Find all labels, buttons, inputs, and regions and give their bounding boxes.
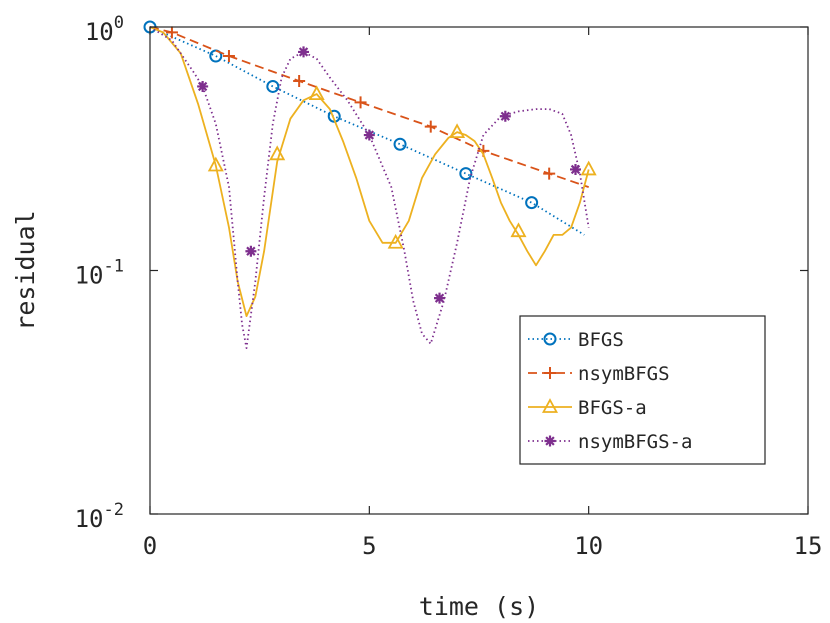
- legend-marker-BFGS: [543, 332, 557, 346]
- data-point-BFGS-2: [266, 79, 280, 93]
- x-tick-label-3: 15: [794, 532, 823, 560]
- data-point-nsymBFGS-a-4: [434, 292, 446, 304]
- legend-marker-nsymBFGS: [544, 367, 556, 379]
- data-point-nsymBFGS-2-shape: [293, 75, 306, 88]
- x-tick-label-2: 10: [574, 532, 603, 560]
- y-tick-label-base-0: 10: [85, 18, 114, 46]
- data-point-BFGS-5: [459, 167, 473, 181]
- series-BFGS-a: [149, 26, 597, 318]
- x-axis-label: time (s): [419, 592, 539, 621]
- series-layer: [143, 20, 597, 350]
- y-tick-label-1: 10-1: [75, 257, 124, 290]
- data-point-nsymBFGS-a-5-shape: [499, 110, 511, 122]
- series-nsymBFGS-a: [149, 26, 590, 350]
- data-point-BFGS-a-1: [269, 145, 286, 161]
- data-point-nsymBFGS-a-2: [298, 46, 310, 58]
- legend-label-nsymBFGS-a: nsymBFGS-a: [578, 431, 692, 453]
- data-point-nsymBFGS-1: [222, 50, 235, 63]
- legend: BFGS nsymBFGS BFGS-a nsymBFGS-a: [519, 315, 766, 465]
- legend-item-BFGS-a: BFGS-a: [528, 397, 647, 419]
- data-point-BFGS-a-0-shape: [207, 156, 224, 172]
- legend-marker-BFGS-shape: [543, 332, 557, 346]
- data-point-nsymBFGS-a-3: [363, 129, 375, 141]
- data-point-nsymBFGS-0-shape: [165, 26, 178, 39]
- data-point-nsymBFGS-0: [165, 26, 178, 39]
- y-tick-label-2: 10-2: [75, 500, 124, 533]
- legend-item-nsymBFGS: nsymBFGS: [528, 363, 670, 385]
- data-point-nsymBFGS-a-3-shape: [363, 129, 375, 141]
- data-point-BFGS-5-shape: [459, 167, 473, 181]
- data-point-nsymBFGS-1-shape: [222, 50, 235, 63]
- data-point-nsymBFGS-a-6-shape: [570, 163, 582, 175]
- data-point-nsymBFGS-4-shape: [424, 120, 437, 133]
- data-point-nsymBFGS-a-0: [197, 80, 209, 92]
- legend-marker-nsymBFGS-a: [544, 435, 556, 447]
- data-point-BFGS-a-6-shape: [580, 160, 597, 176]
- legend-marker-BFGS-a: [541, 398, 559, 413]
- y-tick-label-exponent-0: 0: [114, 13, 124, 33]
- legend-item-BFGS: BFGS: [528, 329, 624, 351]
- y-tick-label-0: 100: [85, 13, 124, 46]
- legend-marker-BFGS-a-shape: [541, 398, 559, 413]
- data-point-BFGS-a-2-shape: [308, 85, 325, 101]
- x-tick-label-0: 0: [143, 532, 157, 560]
- data-point-nsymBFGS-2: [293, 75, 306, 88]
- data-point-BFGS-6-shape: [525, 196, 539, 210]
- legend-item-nsymBFGS-a: nsymBFGS-a: [528, 431, 692, 453]
- data-point-nsymBFGS-a-6: [570, 163, 582, 175]
- data-point-nsymBFGS-3-shape: [354, 96, 367, 109]
- data-point-BFGS-a-4: [449, 123, 466, 139]
- legend-box: [519, 315, 766, 465]
- y-tick-label-exponent-1: -1: [104, 257, 124, 277]
- legend-label-BFGS: BFGS: [578, 329, 624, 351]
- series-line-nsymBFGS: [149, 26, 589, 188]
- data-point-BFGS-a-6: [580, 160, 597, 176]
- data-point-nsymBFGS-4: [424, 120, 437, 133]
- data-point-nsymBFGS-a-1: [245, 245, 257, 257]
- data-point-nsymBFGS-3: [354, 96, 367, 109]
- data-point-BFGS-a-2: [308, 85, 325, 101]
- data-point-BFGS-a-1-shape: [269, 145, 286, 161]
- legend-marker-nsymBFGS-shape: [544, 367, 556, 379]
- data-point-nsymBFGS-6-shape: [543, 167, 556, 180]
- data-point-BFGS-a-4-shape: [449, 123, 466, 139]
- data-point-nsymBFGS-a-4-shape: [434, 292, 446, 304]
- legend-label-BFGS-a: BFGS-a: [578, 397, 647, 419]
- data-point-BFGS-a-3: [387, 233, 404, 249]
- series-nsymBFGS: [149, 26, 589, 188]
- data-point-BFGS-a-5-shape: [510, 222, 527, 238]
- data-point-BFGS-a-3-shape: [387, 233, 404, 249]
- data-point-nsymBFGS-a-5: [499, 110, 511, 122]
- data-point-nsymBFGS-a-1-shape: [245, 245, 257, 257]
- legend-label-nsymBFGS: nsymBFGS: [578, 363, 670, 385]
- data-point-BFGS-2-shape: [266, 79, 280, 93]
- y-tick-label-base-2: 10: [75, 505, 104, 533]
- series-line-BFGS-a: [149, 26, 590, 318]
- y-tick-label-exponent-2: -2: [104, 500, 124, 520]
- data-point-nsymBFGS-a-0-shape: [197, 80, 209, 92]
- y-tick-label-base-1: 10: [75, 262, 104, 290]
- series-line-nsymBFGS-a: [149, 26, 590, 350]
- y-axis-label: residual: [11, 210, 40, 330]
- data-point-BFGS-6: [525, 196, 539, 210]
- data-point-BFGS-a-5: [510, 222, 527, 238]
- data-point-nsymBFGS-6: [543, 167, 556, 180]
- data-point-nsymBFGS-a-2-shape: [298, 46, 310, 58]
- legend-marker-nsymBFGS-a-shape: [544, 435, 556, 447]
- x-tick-label-1: 5: [362, 532, 376, 560]
- data-point-BFGS-4: [393, 137, 407, 151]
- data-point-BFGS-4-shape: [393, 137, 407, 151]
- data-point-BFGS-a-0: [207, 156, 224, 172]
